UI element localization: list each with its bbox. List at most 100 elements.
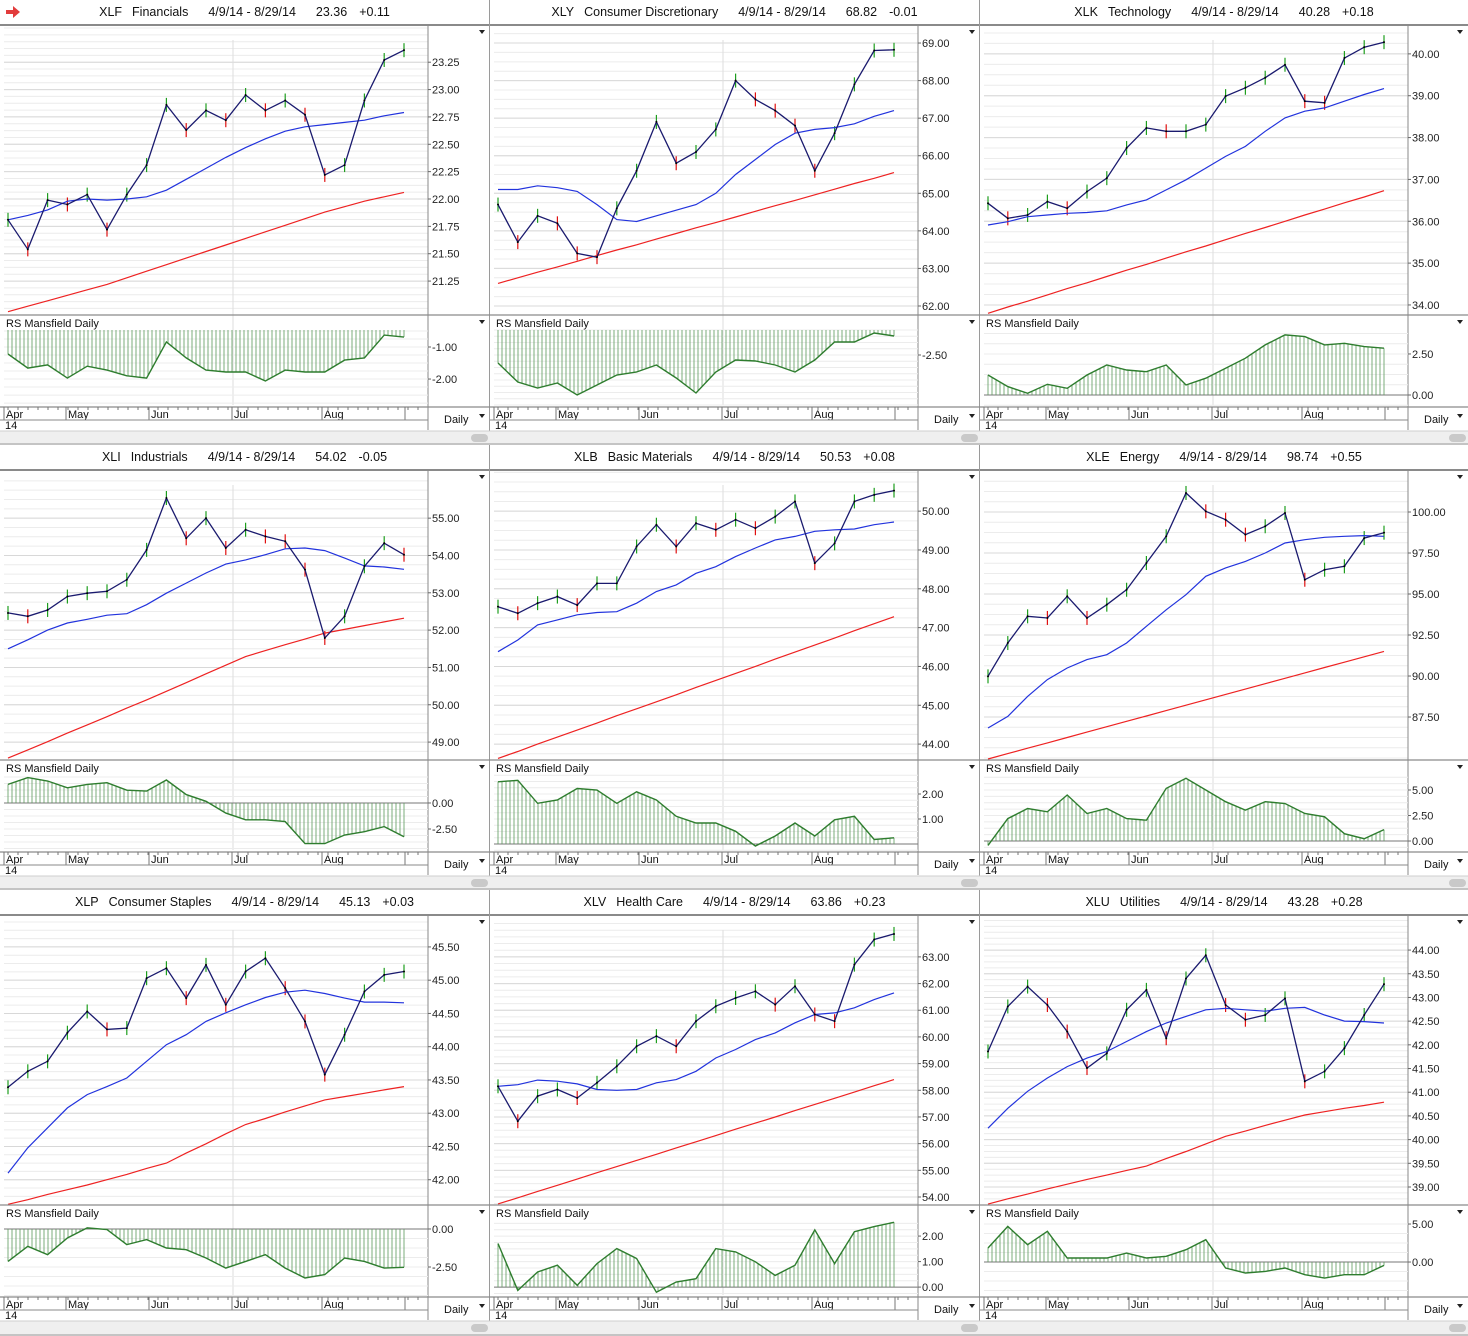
month-label: Aug: [814, 854, 834, 866]
dropdown-triangle-icon[interactable]: [479, 1210, 485, 1214]
scroll-track[interactable]: [980, 1321, 1468, 1336]
dropdown-triangle-icon[interactable]: [479, 1304, 485, 1308]
period-selector[interactable]: Daily: [444, 859, 469, 871]
price-point: [1383, 983, 1385, 986]
rs-title: RS Mansfield Daily: [496, 318, 589, 330]
chart-panel-xli: 55.00 54.00 53.00 52.00 51.00 50.00 49.00 RS Ma…: [0, 445, 490, 890]
price-tick-label: 22.75: [432, 112, 460, 124]
scroll-thumb[interactable]: [961, 1324, 978, 1332]
last-price: 98.74: [1286, 450, 1319, 464]
symbol-label: XLU: [1085, 895, 1110, 909]
scroll-thumb[interactable]: [471, 879, 488, 887]
rs-tick-label: 0.00: [1412, 390, 1433, 402]
dropdown-triangle-icon[interactable]: [969, 765, 975, 769]
dropdown-triangle-icon[interactable]: [479, 920, 485, 924]
dropdown-triangle-icon[interactable]: [1457, 765, 1463, 769]
period-selector[interactable]: Daily: [934, 859, 959, 871]
dropdown-triangle-icon[interactable]: [969, 475, 975, 479]
dropdown-triangle-icon[interactable]: [969, 414, 975, 418]
dropdown-triangle-icon[interactable]: [1457, 1210, 1463, 1214]
red-right-arrow-icon[interactable]: [6, 6, 20, 18]
period-selector[interactable]: Daily: [1424, 859, 1449, 871]
dropdown-triangle-icon[interactable]: [1457, 1304, 1463, 1308]
dropdown-triangle-icon[interactable]: [1457, 859, 1463, 863]
price-point: [596, 582, 598, 585]
price-tick-label: 39.50: [1412, 1158, 1440, 1170]
dropdown-triangle-icon[interactable]: [969, 30, 975, 34]
price-tick-label: 44.00: [1412, 945, 1440, 957]
dropdown-triangle-icon[interactable]: [969, 1304, 975, 1308]
scroll-thumb[interactable]: [961, 434, 978, 442]
period-selector[interactable]: Daily: [934, 1304, 959, 1316]
scroll-track[interactable]: [490, 431, 980, 445]
scroll-track[interactable]: [980, 876, 1468, 890]
price-point: [675, 1045, 678, 1048]
chart-canvas: 50.00 49.00 48.00 47.00 46.00 45.00 44.00 RS Ma…: [490, 470, 980, 890]
price-tick-label: 62.00: [922, 301, 950, 313]
price-tick-label: 50.00: [922, 506, 950, 518]
dropdown-triangle-icon[interactable]: [969, 859, 975, 863]
period-selector[interactable]: Daily: [444, 414, 469, 426]
scroll-thumb[interactable]: [1449, 1324, 1466, 1332]
scroll-track[interactable]: [490, 1321, 980, 1336]
dropdown-triangle-icon[interactable]: [969, 320, 975, 324]
price-point: [343, 1033, 346, 1036]
sector-name: Industrials: [130, 450, 188, 464]
period-selector[interactable]: Daily: [934, 414, 959, 426]
month-label: Jul: [234, 1299, 248, 1311]
price-tick-label: 45.50: [432, 942, 460, 954]
dropdown-triangle-icon[interactable]: [1457, 920, 1463, 924]
chart-canvas: 69.00 68.00 67.00 66.00 65.00 64.00 63.00 62.00…: [490, 25, 980, 445]
price-tick-label: 22.25: [432, 167, 460, 179]
scroll-thumb[interactable]: [1449, 434, 1466, 442]
dropdown-triangle-icon[interactable]: [479, 765, 485, 769]
sector-name: Financials: [132, 5, 189, 19]
scroll-track[interactable]: [490, 876, 980, 890]
scroll-track[interactable]: [0, 431, 490, 445]
price-tick-label: 22.00: [432, 194, 460, 206]
rs-tick-label: 5.00: [1412, 785, 1433, 797]
dropdown-triangle-icon[interactable]: [479, 414, 485, 418]
dropdown-triangle-icon[interactable]: [1457, 30, 1463, 34]
dropdown-triangle-icon[interactable]: [1457, 320, 1463, 324]
price-tick-label: 42.50: [432, 1141, 460, 1153]
period-selector[interactable]: Daily: [1424, 1304, 1449, 1316]
dropdown-triangle-icon[interactable]: [479, 30, 485, 34]
dropdown-triangle-icon[interactable]: [1457, 475, 1463, 479]
chart-header: XLP Consumer Staples 4/9/14 - 8/29/14 45.13…: [0, 890, 489, 916]
period-selector[interactable]: Daily: [1424, 414, 1449, 426]
year-label: 14: [495, 865, 507, 877]
symbol-label: XLI: [101, 450, 121, 464]
scroll-thumb[interactable]: [961, 879, 978, 887]
month-label: Apr: [986, 1299, 1003, 1311]
scroll-track[interactable]: [980, 431, 1468, 445]
price-tick-label: 52.00: [432, 625, 460, 637]
period-selector[interactable]: Daily: [444, 1304, 469, 1316]
scroll-thumb[interactable]: [471, 1324, 488, 1332]
date-range: 4/9/14 - 8/29/14: [1180, 895, 1268, 909]
sector-name: Utilities: [1119, 895, 1161, 909]
dropdown-triangle-icon[interactable]: [969, 920, 975, 924]
chart-canvas: 63.00 62.00 61.00 60.00 59.00 58.00 57.00 56.00…: [490, 915, 980, 1336]
price-point: [1264, 525, 1267, 528]
year-label: 14: [495, 1310, 507, 1322]
scroll-track[interactable]: [0, 1321, 490, 1336]
rs-tick-label: -2.50: [922, 350, 947, 362]
price-point: [516, 1120, 519, 1123]
dropdown-triangle-icon[interactable]: [1457, 414, 1463, 418]
price-point: [655, 1035, 658, 1038]
chart-panel-xlu: 44.00 43.50 43.00 42.50 42.00 41.50 41.00 40.50…: [980, 890, 1468, 1336]
scroll-thumb[interactable]: [1449, 879, 1466, 887]
scroll-track[interactable]: [0, 876, 490, 890]
price-point: [244, 970, 247, 973]
price-point: [1145, 126, 1148, 129]
dropdown-triangle-icon[interactable]: [969, 1210, 975, 1214]
month-label: Aug: [814, 1299, 834, 1311]
scroll-thumb[interactable]: [471, 434, 488, 442]
dropdown-triangle-icon[interactable]: [479, 475, 485, 479]
year-label: 14: [5, 1310, 17, 1322]
dropdown-triangle-icon[interactable]: [479, 859, 485, 863]
rs-line: [987, 1225, 1385, 1279]
dropdown-triangle-icon[interactable]: [479, 320, 485, 324]
price-tick-label: 95.00: [1412, 589, 1440, 601]
